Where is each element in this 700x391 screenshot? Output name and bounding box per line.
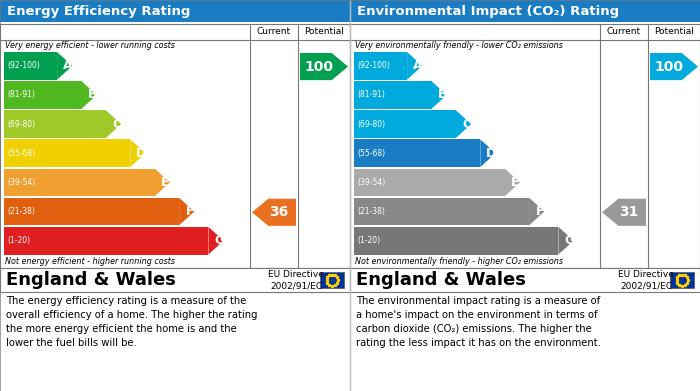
Bar — [4, 198, 179, 225]
Text: EU Directive
2002/91/EC: EU Directive 2002/91/EC — [268, 270, 324, 291]
Text: Energy Efficiency Rating: Energy Efficiency Rating — [7, 5, 190, 18]
Polygon shape — [300, 53, 348, 80]
Text: (55-68): (55-68) — [7, 149, 35, 158]
Polygon shape — [602, 199, 646, 226]
Text: E: E — [511, 176, 519, 189]
Text: C: C — [462, 118, 471, 131]
Text: EU Directive
2002/91/EC: EU Directive 2002/91/EC — [618, 270, 674, 291]
Text: (1-20): (1-20) — [357, 236, 380, 245]
Polygon shape — [252, 199, 296, 226]
Text: B: B — [88, 88, 97, 101]
Text: Not environmentally friendly - higher CO₂ emissions: Not environmentally friendly - higher CO… — [355, 257, 563, 266]
Polygon shape — [431, 81, 447, 109]
Text: England & Wales: England & Wales — [6, 271, 176, 289]
Polygon shape — [456, 110, 471, 138]
Text: Potential: Potential — [304, 27, 344, 36]
Text: A: A — [413, 59, 423, 72]
Polygon shape — [559, 227, 573, 255]
Polygon shape — [106, 110, 121, 138]
Text: F: F — [536, 205, 544, 218]
Bar — [354, 140, 480, 167]
Text: C: C — [112, 118, 121, 131]
Text: Current: Current — [257, 27, 291, 36]
Text: D: D — [136, 147, 146, 160]
Text: Current: Current — [607, 27, 641, 36]
Text: E: E — [161, 176, 169, 189]
Text: (69-80): (69-80) — [357, 120, 385, 129]
Bar — [350, 24, 700, 268]
Bar — [4, 140, 130, 167]
Bar — [0, 0, 350, 22]
Bar — [4, 169, 155, 196]
Polygon shape — [130, 140, 146, 167]
Bar — [354, 110, 456, 138]
Text: (39-54): (39-54) — [357, 178, 385, 187]
Text: (21-38): (21-38) — [7, 207, 35, 216]
Bar — [354, 169, 505, 196]
Polygon shape — [81, 81, 97, 109]
Text: England & Wales: England & Wales — [356, 271, 526, 289]
Text: Potential: Potential — [654, 27, 694, 36]
Text: (81-91): (81-91) — [7, 90, 35, 99]
Polygon shape — [480, 140, 496, 167]
Text: 100: 100 — [304, 59, 334, 74]
Text: The energy efficiency rating is a measure of the
overall efficiency of a home. T: The energy efficiency rating is a measur… — [6, 296, 258, 348]
Bar — [4, 110, 106, 138]
Text: F: F — [186, 205, 194, 218]
Text: (81-91): (81-91) — [357, 90, 385, 99]
Text: (39-54): (39-54) — [7, 178, 35, 187]
Text: Not energy efficient - higher running costs: Not energy efficient - higher running co… — [5, 257, 175, 266]
Bar — [354, 198, 529, 225]
Text: (21-38): (21-38) — [357, 207, 385, 216]
Bar — [0, 268, 350, 292]
Polygon shape — [155, 169, 170, 196]
Text: Very environmentally friendly - lower CO₂ emissions: Very environmentally friendly - lower CO… — [355, 41, 563, 50]
Bar — [670, 272, 694, 288]
Text: The environmental impact rating is a measure of
a home's impact on the environme: The environmental impact rating is a mea… — [356, 296, 601, 348]
Text: A: A — [63, 59, 73, 72]
Bar — [4, 52, 57, 80]
Bar — [4, 227, 209, 255]
Bar — [350, 0, 700, 22]
Polygon shape — [505, 169, 520, 196]
Bar — [350, 268, 700, 292]
Bar — [354, 227, 559, 255]
Text: G: G — [564, 234, 574, 247]
Text: 36: 36 — [269, 205, 288, 219]
Text: D: D — [486, 147, 496, 160]
Polygon shape — [179, 198, 195, 225]
Text: Environmental Impact (CO₂) Rating: Environmental Impact (CO₂) Rating — [357, 5, 619, 18]
Polygon shape — [57, 52, 72, 80]
Text: G: G — [214, 234, 224, 247]
Text: Very energy efficient - lower running costs: Very energy efficient - lower running co… — [5, 41, 175, 50]
Text: (92-100): (92-100) — [7, 61, 40, 70]
Text: (1-20): (1-20) — [7, 236, 30, 245]
Text: 100: 100 — [654, 59, 684, 74]
Text: (92-100): (92-100) — [357, 61, 390, 70]
Polygon shape — [407, 52, 422, 80]
Text: (69-80): (69-80) — [7, 120, 35, 129]
Bar — [4, 81, 81, 109]
Text: (55-68): (55-68) — [357, 149, 385, 158]
Text: B: B — [438, 88, 447, 101]
Polygon shape — [209, 227, 223, 255]
Bar — [320, 272, 344, 288]
Bar — [354, 81, 431, 109]
Polygon shape — [529, 198, 545, 225]
Bar — [354, 52, 407, 80]
Polygon shape — [650, 53, 698, 80]
Bar — [0, 24, 350, 268]
Text: 31: 31 — [619, 205, 638, 219]
